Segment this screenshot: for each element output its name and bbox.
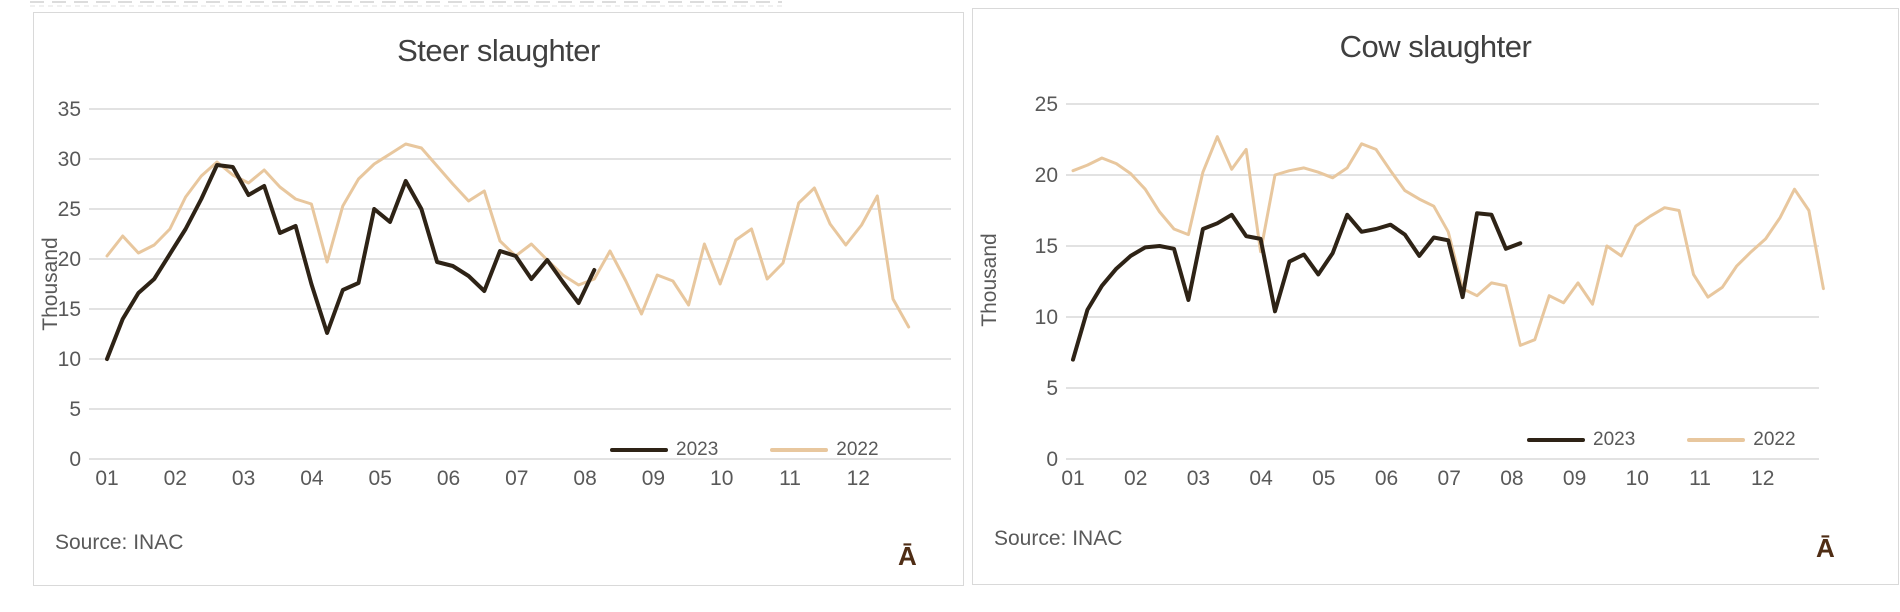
x-tick-label: 07 — [505, 467, 528, 490]
y-tick-label: 0 — [69, 448, 81, 471]
x-tick-label: 01 — [95, 467, 118, 490]
x-tick-label: 02 — [1124, 467, 1147, 490]
x-tick-label: 06 — [1375, 467, 1398, 490]
legend: 2023 2022 — [1527, 429, 1796, 451]
x-tick-label: 04 — [300, 467, 324, 490]
y-axis-label: Thousand — [978, 233, 1001, 327]
x-tick-label: 10 — [1626, 467, 1649, 490]
source-note: Source: INAC — [994, 527, 1123, 550]
legend-line-swatch-2022 — [770, 448, 829, 452]
y-tick-label: 10 — [1035, 306, 1058, 329]
y-tick-label: 25 — [1035, 93, 1058, 116]
legend-label: 2022 — [1753, 429, 1796, 450]
legend: 2023 2022 — [610, 439, 879, 461]
legend-line-swatch-2023 — [1527, 438, 1585, 442]
x-tick-label: 02 — [164, 467, 187, 490]
x-tick-label: 10 — [710, 467, 733, 490]
y-tick-label: 5 — [69, 398, 81, 421]
y-tick-label: 10 — [58, 348, 81, 371]
chart-panel-cow: 0 5 10 15 20 25 01 02 03 04 05 06 07 08 09 10 11 12 Cow s… — [972, 8, 1899, 585]
x-tick-label: 12 — [1751, 467, 1774, 490]
series-line-2023 — [1071, 211, 1523, 362]
x-tick-label: 03 — [1187, 467, 1210, 490]
y-tick-label: 15 — [1035, 235, 1058, 258]
x-tick-label: 11 — [1689, 467, 1711, 490]
y-tick-label: 25 — [58, 198, 81, 221]
source-note: Source: INAC — [55, 531, 184, 554]
series-line-2022 — [105, 142, 911, 329]
y-tick-label: 15 — [58, 298, 81, 321]
y-tick-label: 20 — [58, 248, 81, 271]
x-tick-label: 08 — [1500, 467, 1523, 490]
chart-panel-steer: 0 5 10 15 20 25 30 35 01 02 03 04 05 06 07 08 09 10 11 12 S… — [33, 12, 964, 586]
legend-label: 2022 — [836, 439, 879, 460]
cropped-text-artifact — [30, 1, 782, 8]
legend-item-2023: 2023 — [610, 439, 718, 461]
series-line-2023 — [105, 163, 597, 361]
y-tick-label: 35 — [58, 98, 81, 121]
legend-item-2022: 2022 — [1687, 429, 1796, 451]
x-tick-label: 07 — [1438, 467, 1461, 490]
x-tick-label: 06 — [437, 467, 460, 490]
chart-title: Steer slaughter — [397, 33, 600, 68]
legend-label: 2023 — [1593, 429, 1636, 450]
y-axis-label: Thousand — [39, 237, 62, 331]
logo-glyph: Ā — [898, 541, 917, 571]
x-tick-label: 04 — [1249, 467, 1273, 490]
x-tick-label: 05 — [1312, 467, 1335, 490]
legend-label: 2023 — [676, 439, 719, 460]
legend-line-swatch-2022 — [1687, 438, 1746, 442]
x-tick-label: 08 — [573, 467, 596, 490]
x-tick-label: 12 — [847, 467, 870, 490]
y-tick-label: 0 — [1046, 448, 1058, 471]
series-line-2022 — [1071, 135, 1825, 347]
y-tick-label: 5 — [1046, 377, 1058, 400]
legend-item-2023: 2023 — [1527, 429, 1635, 451]
y-tick-label: 20 — [1035, 164, 1058, 187]
x-tick-label: 01 — [1061, 467, 1084, 490]
x-tick-label: 05 — [369, 467, 392, 490]
x-tick-label: 09 — [1563, 467, 1586, 490]
legend-item-2022: 2022 — [770, 439, 879, 461]
x-tick-label: 09 — [642, 467, 665, 490]
chart-title: Cow slaughter — [1339, 29, 1532, 64]
logo-glyph: Ā — [1816, 533, 1835, 563]
x-tick-label: 03 — [232, 467, 255, 490]
y-tick-label: 30 — [58, 148, 81, 171]
legend-line-swatch-2023 — [610, 448, 668, 452]
x-tick-label: 11 — [779, 467, 801, 490]
